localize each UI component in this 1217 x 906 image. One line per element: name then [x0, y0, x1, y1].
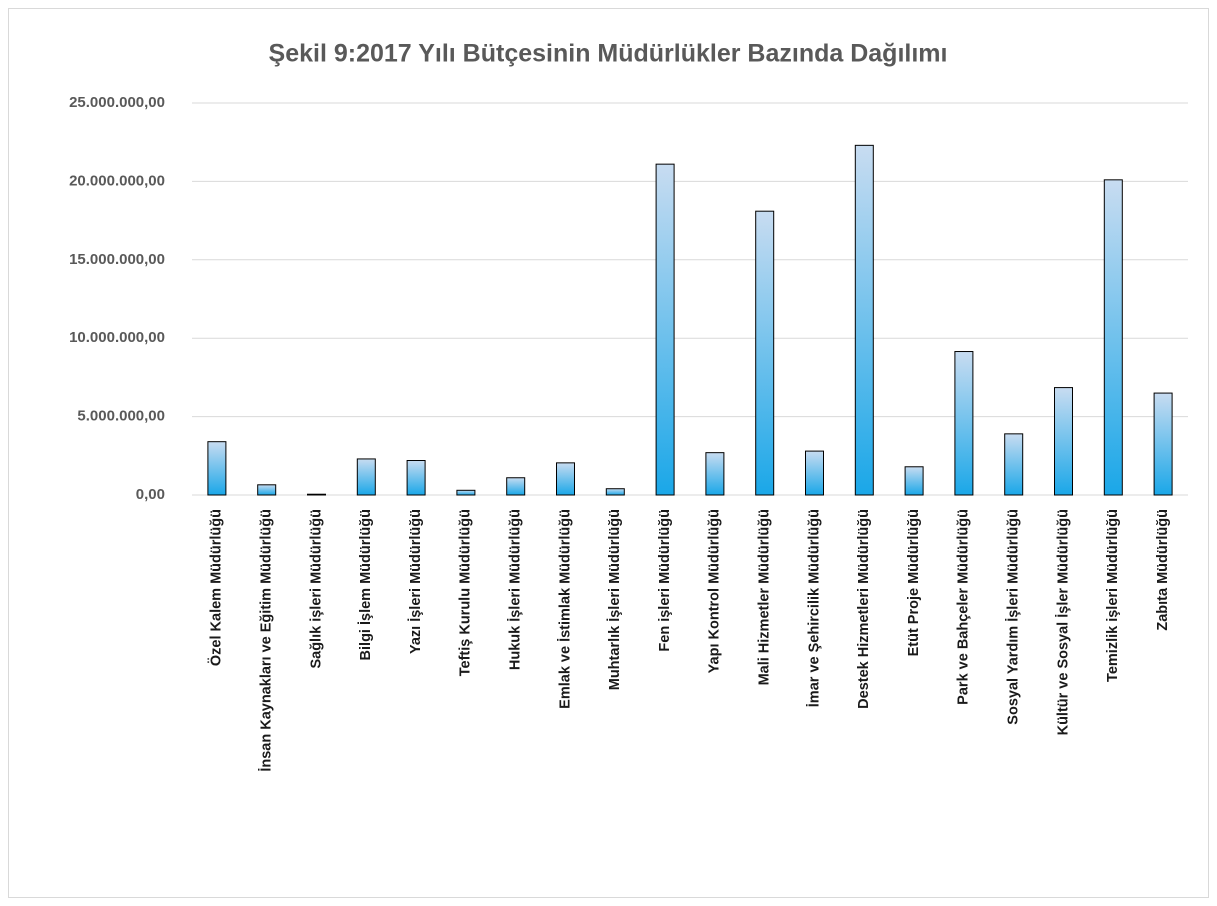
x-tick-label: Temizlik işleri Müdürlüğü — [1105, 509, 1121, 682]
x-tick-label: Yapı Kontrol Müdürlüğü — [707, 509, 723, 673]
x-tick-label: Teftiş Kurulu Müdürlüğü — [458, 509, 474, 676]
bar — [904, 466, 924, 496]
x-tick-label: Zabıta Müdürlüğü — [1155, 509, 1171, 631]
bar — [705, 452, 725, 496]
y-tick-label: 0,00 — [136, 486, 165, 503]
y-tick-label: 25.000.000,00 — [69, 94, 165, 111]
x-tick-label: Hukuk İşleri Müdürlüğü — [507, 509, 524, 670]
chart-title: Şekil 9:2017 Yılı Bütçesinin Müdürlükler… — [269, 40, 948, 68]
x-tick-label: Destek Hizmetleri Müdürlüğü — [856, 509, 872, 709]
y-tick-label: 20.000.000,00 — [69, 172, 165, 189]
x-tick-label: İmar ve Şehircilik Müdürlüğü — [805, 509, 822, 707]
y-tick-label: 5.000.000,00 — [77, 408, 165, 425]
bar — [854, 144, 874, 496]
x-tick-label: Kültür ve Sosyal İşler Müdürlüğü — [1054, 509, 1071, 735]
x-tick-label: Bilgi İşlem Müdürlüğü — [357, 509, 374, 660]
x-tick-label: İnsan Kaynakları ve Eğitim Müdürlüğü — [258, 509, 275, 772]
x-tick-label: Etüt Proje Müdürlüğü — [906, 509, 922, 656]
x-tick-label: Yazı İşleri Müdürlüğü — [407, 509, 424, 654]
x-tick-label: Emlak ve İstimlak Müdürlüğü — [556, 509, 573, 709]
bar — [307, 493, 326, 496]
bar — [805, 450, 824, 496]
x-tick-label: Sosyal Yardım İşleri Müdürlüğü — [1005, 509, 1022, 725]
bar — [406, 460, 426, 496]
bar — [456, 489, 476, 496]
x-tick-label: Fen işleri Müdürlüğü — [657, 509, 673, 652]
bar — [954, 351, 974, 496]
x-tick-label: Özel Kalem Müdürlüğü — [208, 509, 225, 666]
bar — [1004, 433, 1024, 496]
bar — [506, 477, 526, 496]
bar — [755, 210, 775, 496]
bar — [257, 484, 277, 496]
chart-border — [8, 8, 1209, 898]
bar — [1054, 387, 1073, 496]
x-tick-label: Mali Hizmetler Müdürlüğü — [757, 509, 773, 685]
bar — [1103, 179, 1123, 496]
bar — [605, 488, 625, 496]
x-tick-label: Muhtarlık İşleri Müdürlüğü — [606, 509, 623, 690]
y-tick-label: 10.000.000,00 — [69, 329, 165, 346]
bar — [207, 441, 227, 496]
y-tick-label: 15.000.000,00 — [69, 251, 165, 268]
x-tick-label: Park ve Bahçeler Müdürlüğü — [956, 509, 972, 705]
x-tick-label: Sağlık işleri Müdürlüğü — [308, 509, 324, 669]
bar — [655, 163, 675, 496]
bar — [356, 458, 376, 496]
bar — [1153, 392, 1173, 496]
bar — [556, 462, 575, 496]
